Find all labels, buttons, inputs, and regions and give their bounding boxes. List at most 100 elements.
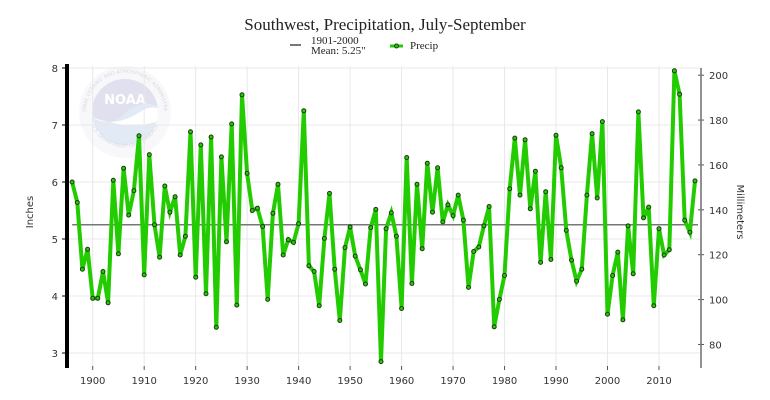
data-point-1992 (563, 227, 569, 233)
data-point-1966 (430, 209, 435, 215)
data-point-1950 (347, 224, 353, 230)
data-point-1963 (414, 181, 420, 187)
data-point-1958 (388, 210, 394, 216)
data-point-1993 (569, 257, 574, 263)
data-point-1916 (172, 194, 178, 200)
data-point-1965 (424, 160, 430, 166)
data-point-1949 (342, 245, 348, 251)
data-point-1959 (393, 233, 399, 239)
data-point-1918 (182, 233, 188, 239)
data-point-2007 (641, 215, 646, 221)
data-point-2012 (666, 247, 672, 253)
data-point-1898 (79, 266, 85, 272)
data-point-1942 (306, 263, 312, 269)
data-point-1939 (291, 239, 296, 245)
data-point-1944 (316, 303, 322, 309)
data-point-1984 (522, 137, 528, 143)
data-point-2017 (692, 178, 698, 184)
data-point-1975 (476, 244, 482, 250)
data-point-1998 (594, 195, 600, 201)
data-point-1977 (486, 204, 492, 209)
y-tick-label-left: 6 (52, 178, 58, 189)
legend-mean-label-line1: 1901-2000 (311, 35, 359, 47)
data-point-1994 (574, 278, 580, 284)
data-point-2010 (656, 226, 662, 232)
data-point-1979 (496, 296, 502, 302)
x-tick-label: 2000 (595, 376, 620, 387)
data-point-1980 (502, 273, 507, 278)
data-point-1957 (383, 226, 389, 232)
data-point-1962 (409, 281, 415, 286)
x-tick-label: 1900 (80, 376, 105, 387)
data-point-1913 (157, 254, 163, 260)
data-point-1924 (213, 324, 219, 330)
chart-title: Southwest, Precipitation, July-September (244, 15, 526, 34)
y-tick-label-right: 140 (709, 206, 728, 217)
y-tick-label-right: 80 (709, 340, 722, 351)
x-tick-label: 1980 (492, 376, 517, 387)
data-point-1927 (229, 121, 235, 127)
precip-markers (69, 68, 698, 365)
data-point-2014 (677, 91, 683, 97)
x-tick-label: 1930 (234, 376, 259, 387)
data-point-2001 (610, 273, 616, 278)
data-point-1938 (285, 237, 291, 243)
x-tick-label: 1940 (286, 376, 311, 387)
data-point-2008 (646, 204, 652, 210)
data-point-1912 (152, 222, 157, 228)
data-point-1906 (121, 165, 127, 171)
data-point-1985 (527, 206, 533, 212)
data-point-1956 (378, 359, 384, 365)
y-tick-label-right: 200 (709, 71, 728, 82)
data-point-1982 (512, 135, 518, 141)
data-point-1903 (105, 300, 111, 306)
y-tick-label-left: 8 (52, 64, 58, 75)
data-point-1901 (95, 295, 101, 301)
data-point-1930 (244, 170, 250, 176)
x-tick-label: 1950 (337, 376, 362, 387)
data-point-1917 (177, 252, 183, 258)
data-point-1943 (311, 269, 317, 274)
data-point-1974 (471, 249, 477, 254)
data-point-1996 (584, 192, 590, 198)
data-point-1910 (141, 272, 147, 278)
y-tick-label-left: 7 (52, 121, 58, 132)
legend-precip-label: Precip (410, 40, 439, 52)
data-point-1932 (254, 205, 260, 211)
legend: 1901-2000 Mean: 5.25" Precip (290, 35, 439, 57)
data-point-1954 (368, 225, 374, 231)
data-point-1991 (558, 165, 564, 171)
data-point-1908 (131, 188, 137, 194)
data-point-1899 (85, 246, 91, 252)
y-tick-label-left: 3 (52, 349, 58, 360)
data-point-1967 (435, 165, 441, 171)
data-point-1945 (321, 235, 327, 241)
x-tick-label: 1990 (543, 376, 568, 387)
y-tick-label-left: 5 (52, 235, 58, 246)
data-point-2006 (635, 109, 641, 115)
data-point-2015 (682, 217, 688, 223)
data-point-1988 (543, 189, 549, 195)
data-point-1911 (146, 152, 152, 158)
data-point-1961 (404, 155, 410, 160)
data-point-1986 (532, 168, 538, 174)
data-point-1969 (445, 202, 451, 208)
data-point-1919 (188, 129, 193, 135)
data-point-1904 (110, 177, 116, 183)
data-point-2013 (671, 68, 677, 74)
data-point-1981 (507, 186, 513, 192)
data-point-1978 (491, 324, 497, 330)
data-point-1936 (275, 181, 281, 187)
data-point-1947 (332, 266, 338, 272)
data-point-1934 (265, 296, 271, 302)
data-point-1935 (270, 210, 276, 216)
data-point-1976 (481, 223, 487, 229)
y-axis-right-label: Millimeters (734, 184, 745, 239)
data-point-1971 (455, 192, 461, 198)
data-point-1922 (203, 291, 209, 297)
precip-series-line (70, 70, 697, 362)
data-point-2000 (605, 311, 610, 317)
data-point-1928 (234, 302, 240, 308)
data-point-1989 (548, 257, 554, 262)
data-point-2005 (630, 271, 636, 277)
